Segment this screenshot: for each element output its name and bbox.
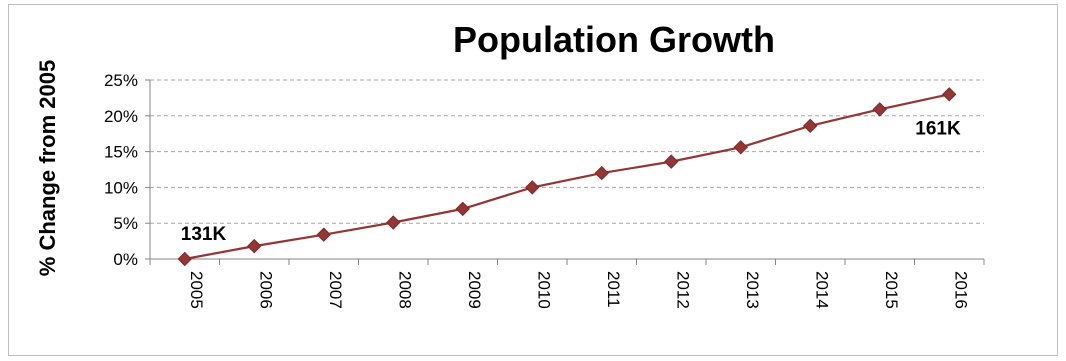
axes bbox=[145, 80, 984, 265]
x-tick-label: 2011 bbox=[604, 271, 623, 308]
gridlines bbox=[150, 80, 984, 223]
y-tick-label: 5% bbox=[113, 214, 138, 233]
data-point-2006 bbox=[248, 240, 261, 253]
y-axis-label: % Change from 2005 bbox=[35, 60, 60, 276]
y-tick-labels: 0% 5% 10% 15% 20% 25% bbox=[104, 71, 138, 269]
chart-title: Population Growth bbox=[453, 19, 775, 60]
data-point-2009 bbox=[456, 202, 469, 215]
data-point-2008 bbox=[387, 216, 400, 229]
data-point-2011 bbox=[595, 167, 608, 180]
data-point-2005 bbox=[178, 253, 191, 266]
annotation-group: 131K 161K bbox=[181, 118, 961, 245]
x-tick-label: 2006 bbox=[256, 271, 275, 309]
y-tick-label: 15% bbox=[104, 143, 138, 162]
y-tick-label: 0% bbox=[113, 250, 138, 269]
x-tick-label: 2009 bbox=[465, 271, 484, 309]
y-tick-label: 20% bbox=[104, 107, 138, 126]
data-point-2010 bbox=[526, 181, 539, 194]
data-label-161K: 161K bbox=[915, 118, 961, 139]
data-point-2014 bbox=[804, 119, 817, 132]
series-group bbox=[178, 88, 956, 266]
x-tick-labels: 2005 2006 2007 2008 2009 2010 2011 2012 2013 2014… bbox=[187, 271, 971, 309]
data-label-131K: 131K bbox=[181, 224, 227, 245]
data-point-2007 bbox=[317, 228, 330, 241]
x-tick-label: 2007 bbox=[326, 271, 345, 309]
x-tick-label: 2010 bbox=[534, 271, 553, 309]
data-point-2012 bbox=[665, 155, 678, 168]
series-line bbox=[185, 94, 950, 259]
data-point-2016 bbox=[943, 88, 956, 101]
y-tick-label: 10% bbox=[104, 178, 138, 197]
x-tick-label: 2015 bbox=[882, 271, 901, 309]
data-point-2015 bbox=[873, 103, 886, 116]
x-tick-label: 2016 bbox=[951, 271, 970, 309]
x-tick-label: 2014 bbox=[812, 271, 831, 309]
x-tick-label: 2013 bbox=[743, 271, 762, 309]
y-tick-label: 25% bbox=[104, 71, 138, 90]
x-tick-label: 2008 bbox=[395, 271, 414, 309]
x-tick-label: 2012 bbox=[673, 271, 692, 309]
x-tick-label: 2005 bbox=[187, 271, 206, 309]
